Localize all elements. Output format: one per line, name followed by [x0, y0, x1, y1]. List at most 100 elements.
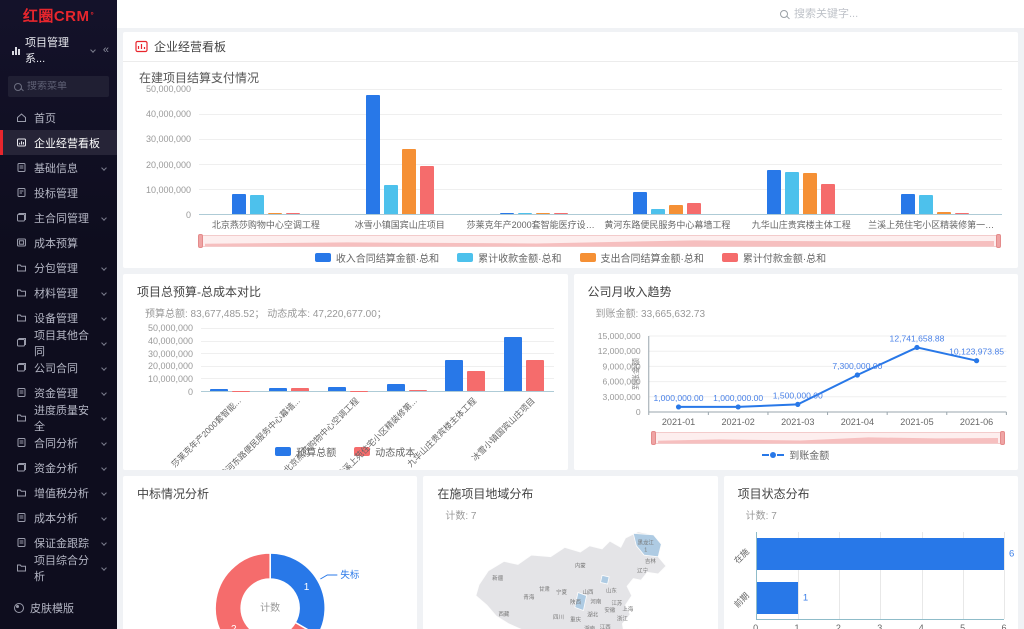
- bar[interactable]: [291, 387, 310, 391]
- bar[interactable]: [504, 336, 523, 391]
- legend-item[interactable]: 收入合同结算金额·总和: [314, 250, 439, 265]
- bar[interactable]: [919, 195, 934, 214]
- bar[interactable]: [499, 213, 514, 214]
- bar[interactable]: [756, 582, 798, 614]
- menu-search[interactable]: [8, 76, 109, 97]
- legend-swatch: [579, 253, 596, 262]
- sidebar-item-14[interactable]: 资金分析: [0, 455, 117, 480]
- datazoom-handle-left[interactable]: [650, 431, 656, 445]
- bar[interactable]: [267, 212, 282, 214]
- sidebar-item-3[interactable]: 投标管理: [0, 180, 117, 205]
- bar[interactable]: [955, 213, 970, 214]
- legend-item[interactable]: 动态成本: [354, 444, 415, 459]
- sidebar-item-18[interactable]: 项目综合分析: [0, 555, 117, 583]
- sidebar-item-10[interactable]: 公司合同: [0, 355, 117, 380]
- map-base-shape[interactable]: [475, 531, 667, 629]
- point-label: 7,300,000.00: [832, 361, 882, 371]
- data-point[interactable]: [675, 404, 681, 410]
- sidebar-item-11[interactable]: 资金管理: [0, 380, 117, 405]
- bar[interactable]: [419, 166, 434, 214]
- pie-slice[interactable]: [269, 552, 326, 629]
- data-point[interactable]: [794, 401, 800, 407]
- sidebar-item-4[interactable]: 主合同管理: [0, 205, 117, 230]
- bar[interactable]: [401, 148, 416, 214]
- bar[interactable]: [517, 213, 532, 214]
- workspace-selector[interactable]: 项目管理系... «: [0, 30, 117, 70]
- data-point[interactable]: [973, 358, 979, 364]
- legend-item[interactable]: 预算总额: [275, 444, 336, 459]
- line-series[interactable]: [678, 346, 977, 408]
- gridline: [201, 328, 554, 329]
- bar[interactable]: [269, 388, 288, 391]
- datazoom-handle-right[interactable]: [996, 234, 1001, 248]
- legend-item[interactable]: 累计付款金额·总和: [721, 250, 826, 265]
- bar[interactable]: [327, 387, 346, 391]
- bar[interactable]: [901, 194, 916, 214]
- sidebar-item-2[interactable]: 基础信息: [0, 155, 117, 180]
- bar[interactable]: [785, 171, 800, 214]
- bar[interactable]: [669, 205, 684, 214]
- sidebar-item-9[interactable]: 项目其他合同: [0, 330, 117, 358]
- sidebar-item-7[interactable]: 材料管理: [0, 280, 117, 305]
- bar[interactable]: [467, 371, 486, 391]
- page-tab-dashboard[interactable]: 企业经营看板: [123, 32, 1018, 62]
- data-point[interactable]: [854, 372, 860, 378]
- legend-item[interactable]: 支出合同结算金额·总和: [579, 250, 704, 265]
- sidebar-item-5[interactable]: 成本预算: [0, 230, 117, 255]
- legend-swatch: [457, 253, 474, 262]
- map-region-heilongjiang[interactable]: [633, 532, 663, 558]
- bar[interactable]: [231, 194, 246, 214]
- legend-item[interactable]: 到账金额: [762, 447, 829, 462]
- bar[interactable]: [651, 209, 666, 214]
- sidebar-item-15[interactable]: 增值税分析: [0, 480, 117, 505]
- sidebar-item-6[interactable]: 分包管理: [0, 255, 117, 280]
- bar[interactable]: [232, 390, 251, 391]
- bar[interactable]: [365, 95, 380, 214]
- datazoom-slider[interactable]: [198, 234, 1001, 248]
- sidebar-item-1[interactable]: 企业经营看板: [0, 130, 117, 155]
- bar[interactable]: [249, 195, 264, 214]
- collapse-sidebar-button[interactable]: «: [102, 44, 109, 56]
- bar[interactable]: [633, 191, 648, 214]
- bar[interactable]: [687, 202, 702, 214]
- bar[interactable]: [526, 359, 545, 391]
- bar[interactable]: [937, 212, 952, 214]
- data-point[interactable]: [913, 344, 920, 351]
- bar[interactable]: [210, 389, 229, 391]
- bar-groups: [199, 89, 1002, 214]
- bar[interactable]: [445, 359, 464, 391]
- bar[interactable]: [285, 213, 300, 214]
- data-point[interactable]: [735, 404, 741, 410]
- bar[interactable]: [767, 170, 782, 214]
- bar[interactable]: [756, 538, 1004, 570]
- chevron-down-icon: [101, 564, 107, 571]
- sidebar-item-17[interactable]: 保证金跟踪: [0, 530, 117, 555]
- sidebar-item-12[interactable]: 进度质量安全: [0, 405, 117, 433]
- pie-slice[interactable]: [214, 552, 318, 629]
- bar[interactable]: [386, 384, 405, 391]
- global-search-input[interactable]: [794, 8, 904, 20]
- bar[interactable]: [553, 213, 568, 214]
- bar[interactable]: [408, 389, 427, 391]
- bar[interactable]: [383, 185, 398, 214]
- bar[interactable]: [803, 173, 818, 214]
- bar[interactable]: [349, 390, 368, 391]
- chart6-title: 项目状态分布: [737, 487, 810, 501]
- map-region-shaanxi[interactable]: [574, 592, 588, 611]
- sidebar-item-8[interactable]: 设备管理: [0, 305, 117, 330]
- datazoom-handle-left[interactable]: [198, 234, 203, 248]
- legend-swatch: [275, 447, 292, 456]
- map-label: 宁夏: [556, 588, 567, 596]
- panel-budget-cost: 项目总预算-总成本对比 预算总额: 83,677,485.52； 动态成本: 4…: [123, 274, 568, 470]
- sidebar-item-0[interactable]: 首页: [0, 105, 117, 130]
- datazoom-handle-right[interactable]: [1000, 431, 1005, 445]
- sidebar-item-13[interactable]: 合同分析: [0, 430, 117, 455]
- map-region-beijing[interactable]: [600, 574, 610, 585]
- sidebar-item-16[interactable]: 成本分析: [0, 505, 117, 530]
- bar[interactable]: [821, 184, 836, 214]
- skin-template-button[interactable]: 皮肤模版: [0, 593, 117, 623]
- datazoom-slider[interactable]: [650, 431, 1005, 445]
- bar[interactable]: [535, 213, 550, 214]
- menu-search-input[interactable]: [27, 81, 103, 92]
- legend-item[interactable]: 累计收款金额·总和: [457, 250, 562, 265]
